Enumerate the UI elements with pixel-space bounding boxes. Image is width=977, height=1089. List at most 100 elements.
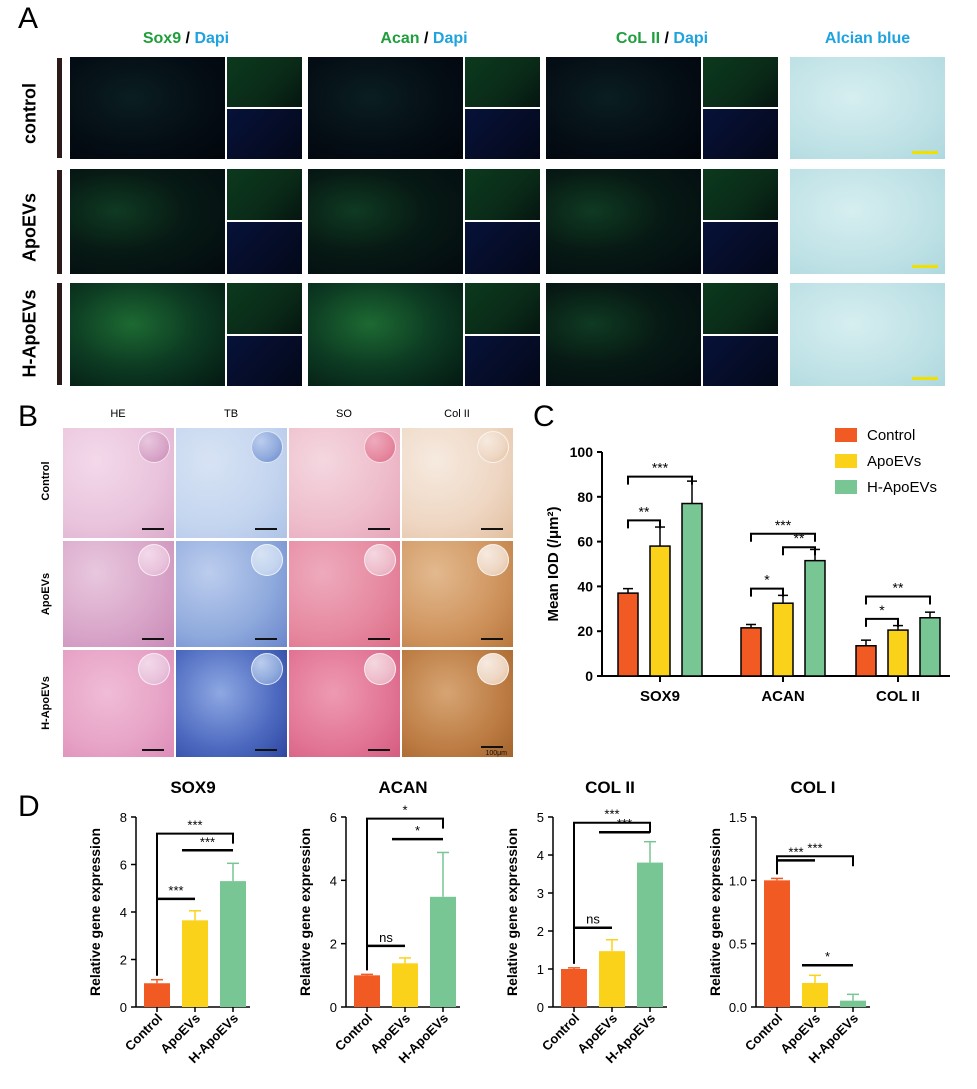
y-axis-label: Relative gene expression [297,828,313,996]
row-label-control: control [19,83,40,144]
x-tick-label: ACAN [761,688,804,705]
y-tick-label: 5 [537,810,544,825]
y-tick-label: 6 [120,858,127,873]
scale-bar [481,528,503,530]
significance-label: * [825,949,830,964]
significance-label: *** [807,840,822,855]
row-bar [57,170,62,274]
bar [740,627,762,677]
significance-label: ns [379,930,393,945]
histology-tb-control [176,428,287,538]
significance-label: * [764,572,770,588]
micrograph-col2-apoevs [546,169,701,274]
micrograph-inset-blue [465,109,540,159]
row-bar [57,58,62,158]
bar [599,951,625,1007]
y-tick-label: 8 [120,810,127,825]
scale-label: 100μm [485,750,507,757]
significance-label: * [879,602,885,618]
scale-bar [481,746,503,748]
significance-bracket [865,617,899,627]
histology-col2-h-apoevs: 100μm [402,650,513,757]
histology-he-h-apoevs [63,650,174,757]
legend-swatch [835,428,857,442]
row-label-control: Control [40,461,52,501]
col-header-col2: CoL II / Dapi [546,30,778,48]
micrograph-inset-blue [227,222,302,274]
bar [802,982,828,1007]
significance-label: *** [168,883,183,898]
significance-label: *** [652,460,669,476]
y-tick-label: 100 [570,444,594,460]
histology-inset [477,431,509,463]
scale-bar [142,638,164,640]
y-tick-label: 0 [585,668,593,684]
significance-label: ** [794,530,805,546]
significance-label: ** [893,579,904,595]
marker-label: Sox9 [142,30,182,47]
legend-swatch [835,480,857,494]
micrograph-inset-blue [703,109,778,159]
col-header-alcian: Alcian blue [824,30,911,47]
micrograph-inset-blue [227,109,302,159]
significance-label: *** [200,834,215,849]
micrograph-col2-h-apoevs [546,283,701,386]
significance-label: ns [586,912,600,927]
significance-bracket [627,475,693,485]
y-tick-label: 2 [120,953,127,968]
separator: / [419,30,433,47]
stain-label: Dapi [194,30,230,47]
col-header-col2: Col II [444,408,470,420]
y-tick-label: 1 [537,962,544,977]
bar [649,545,671,677]
panel-label-b: B [18,400,39,433]
y-tick-label: 6 [330,810,337,825]
y-tick-label: 3 [537,886,544,901]
significance-label: *** [788,844,803,859]
y-tick-label: 20 [577,623,593,639]
significance-label: *** [775,517,792,533]
micrograph-alcian-h-apoevs [790,283,945,386]
bar [637,862,663,1007]
chart-title: ACAN [378,778,427,797]
panel-label-d: D [18,790,40,823]
y-tick-label: 4 [330,873,337,888]
micrograph-inset-blue [227,336,302,386]
bar [764,880,790,1007]
histology-he-control [63,428,174,538]
bar [392,963,418,1007]
scale-bar [255,749,277,751]
row-bar [57,283,62,385]
y-tick-label: 0 [330,1000,337,1015]
col-header-tb: TB [223,408,239,420]
stain-label: Dapi [673,30,709,47]
y-tick-label: 0 [120,1000,127,1015]
y-axis-label: Relative gene expression [504,828,520,996]
bar [919,617,941,677]
micrograph-inset-blue [465,222,540,274]
bar [561,969,587,1007]
chart-title: SOX9 [170,778,215,797]
histology-so-control [289,428,400,538]
scale-bar [255,638,277,640]
marker-label: Acan [380,30,420,47]
y-axis-label: Mean IOD (/μm²) [545,506,562,621]
bar [840,1000,866,1007]
y-tick-label: 80 [577,489,593,505]
bar [220,881,246,1007]
micrograph-inset-green [703,169,778,220]
significance-bracket [776,855,854,875]
y-tick-label: 0.0 [729,1000,747,1015]
col-header-acan: Acan / Dapi [308,30,540,48]
scale-bar [912,265,938,268]
bar [681,502,703,677]
chart-title: COL I [790,778,835,797]
bar [354,975,380,1007]
panel-label-c: C [533,400,555,433]
legend-swatch [835,454,857,468]
significance-label: *** [617,816,632,831]
row-label-apoevs: ApoEVs [40,572,52,616]
col-header-sox9: Sox9 / Dapi [70,30,302,48]
